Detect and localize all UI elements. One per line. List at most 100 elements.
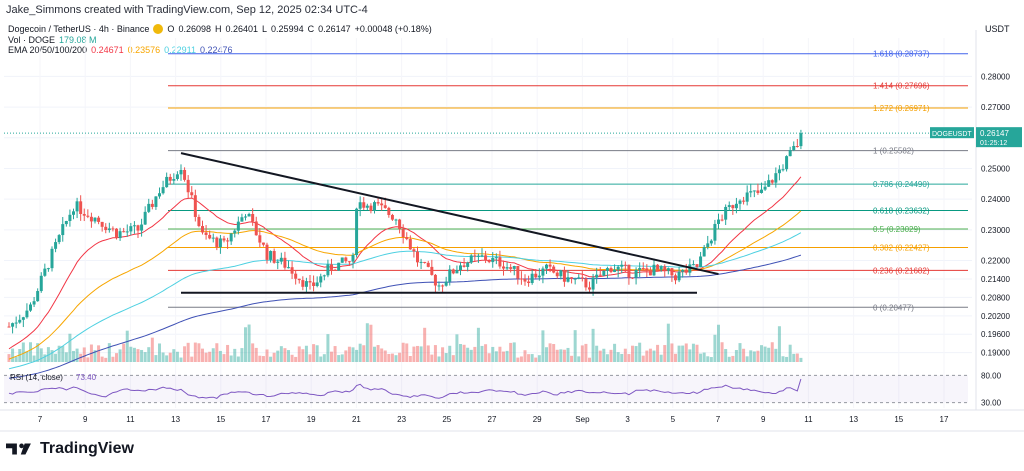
candle-body <box>36 291 40 302</box>
candle-body <box>777 169 781 174</box>
fib-label: 0.236 (0.21682) <box>873 266 930 275</box>
time-tick-label: 17 <box>940 415 949 424</box>
rsi-pane[interactable]: RSI (14, close) 73.40 <box>4 373 968 404</box>
volume-bar <box>613 343 617 362</box>
volume-row[interactable]: Vol · DOGE 179.08 M <box>8 35 432 46</box>
candle-body <box>251 214 255 222</box>
candle-body <box>143 211 147 225</box>
price-tag-box <box>976 127 1022 148</box>
candle-body <box>545 264 548 269</box>
candle-body <box>462 265 466 267</box>
close-value: 0.26147 <box>318 24 351 34</box>
candle-body <box>100 221 104 227</box>
candle-body <box>717 219 720 224</box>
volume-bar <box>677 345 681 362</box>
volume-bar <box>527 354 531 362</box>
candle-body <box>484 255 488 261</box>
ema-label[interactable]: EMA 20/50/100/200 <box>8 45 88 55</box>
fib-label: 1.414 (0.27696) <box>873 82 930 91</box>
candle-body <box>7 326 11 328</box>
candle-body <box>720 219 724 221</box>
fib-label: 0.618 (0.23632) <box>873 206 930 215</box>
candle-body <box>498 257 502 267</box>
trendlines[interactable] <box>180 152 719 294</box>
candle-body <box>731 205 735 209</box>
volume-bar <box>72 350 75 362</box>
candle-body <box>634 269 638 278</box>
fib-label: 1.272 (0.26971) <box>873 104 930 113</box>
volume-bar <box>591 328 595 362</box>
volume-bar <box>312 344 316 362</box>
time-tick-label: 5 <box>671 415 676 424</box>
candle-body <box>125 231 129 233</box>
volume-bar <box>545 347 548 362</box>
candle-body <box>25 310 29 318</box>
symbol-name[interactable]: Dogecoin / TetherUS · 4h · Binance <box>8 24 150 34</box>
candle-body <box>512 266 516 269</box>
candle-body <box>118 231 122 239</box>
volume-bar <box>125 330 129 362</box>
volume-bar <box>713 334 717 362</box>
volume-bar <box>663 345 667 362</box>
volume-label[interactable]: Vol · DOGE <box>8 34 56 45</box>
volume-bar <box>383 350 387 362</box>
volume-bar <box>61 346 65 362</box>
candle-body <box>437 285 441 287</box>
fib-label: 0 (0.20477) <box>873 303 914 312</box>
candle-body <box>394 219 398 221</box>
candle-body <box>222 238 226 241</box>
volume-bar <box>57 345 61 362</box>
candle-body <box>115 228 118 239</box>
volume-bar <box>261 356 265 362</box>
volume-bar <box>208 351 212 362</box>
candle-body <box>734 203 738 209</box>
candle-body <box>684 270 688 273</box>
chart-credit: Jake_Simmons created with TradingView.co… <box>6 4 368 16</box>
candle-body <box>233 230 237 234</box>
candle-body <box>322 275 326 277</box>
time-tick-label: 15 <box>894 415 903 424</box>
candles[interactable] <box>7 129 803 334</box>
candle-body <box>122 231 126 233</box>
price-tick-label: 0.28000 <box>981 72 1010 81</box>
volume-bar <box>50 350 54 362</box>
volume-bar <box>451 355 455 362</box>
candle-body <box>340 257 344 263</box>
tradingview-logo: TradingView <box>6 440 134 458</box>
candle-body <box>444 281 448 286</box>
candle-body <box>674 275 677 281</box>
ema-row[interactable]: EMA 20/50/100/200 0.24671 0.23576 0.2291… <box>8 45 432 56</box>
candle-body <box>390 214 394 220</box>
volume-bar <box>523 350 527 362</box>
fib-label: 0.786 (0.24490) <box>873 180 930 189</box>
volume-bar <box>75 348 79 362</box>
price-tick-label: 0.22000 <box>981 257 1010 266</box>
symbol-row[interactable]: Dogecoin / TetherUS · 4h · Binance O 0.26… <box>8 24 432 35</box>
candle-body <box>645 268 649 271</box>
candle-body <box>383 205 387 208</box>
volume-bar <box>745 356 749 362</box>
axes: 0.280000.270000.260000.250000.240000.230… <box>0 30 1024 432</box>
candle-body <box>426 262 430 267</box>
volume-bar <box>774 348 778 362</box>
time-tick-label: 13 <box>171 415 180 424</box>
price-tick-label: 0.20200 <box>981 312 1010 321</box>
volume-bar <box>537 355 541 362</box>
volume-bar <box>362 345 366 362</box>
volume-bar <box>767 347 771 362</box>
candle-body <box>57 235 61 243</box>
volume-bar <box>494 351 498 362</box>
volume-bar <box>29 342 32 362</box>
candle-body <box>681 270 685 272</box>
candle-body <box>380 203 384 206</box>
candle-body <box>172 178 176 181</box>
candle-body <box>269 251 273 260</box>
candle-body <box>466 262 470 267</box>
volume-bar <box>648 348 652 362</box>
candle-body <box>301 280 305 287</box>
volume-bar <box>770 342 774 362</box>
candle-body <box>351 255 355 262</box>
candle-body <box>423 261 427 263</box>
volume-bar <box>602 348 606 362</box>
